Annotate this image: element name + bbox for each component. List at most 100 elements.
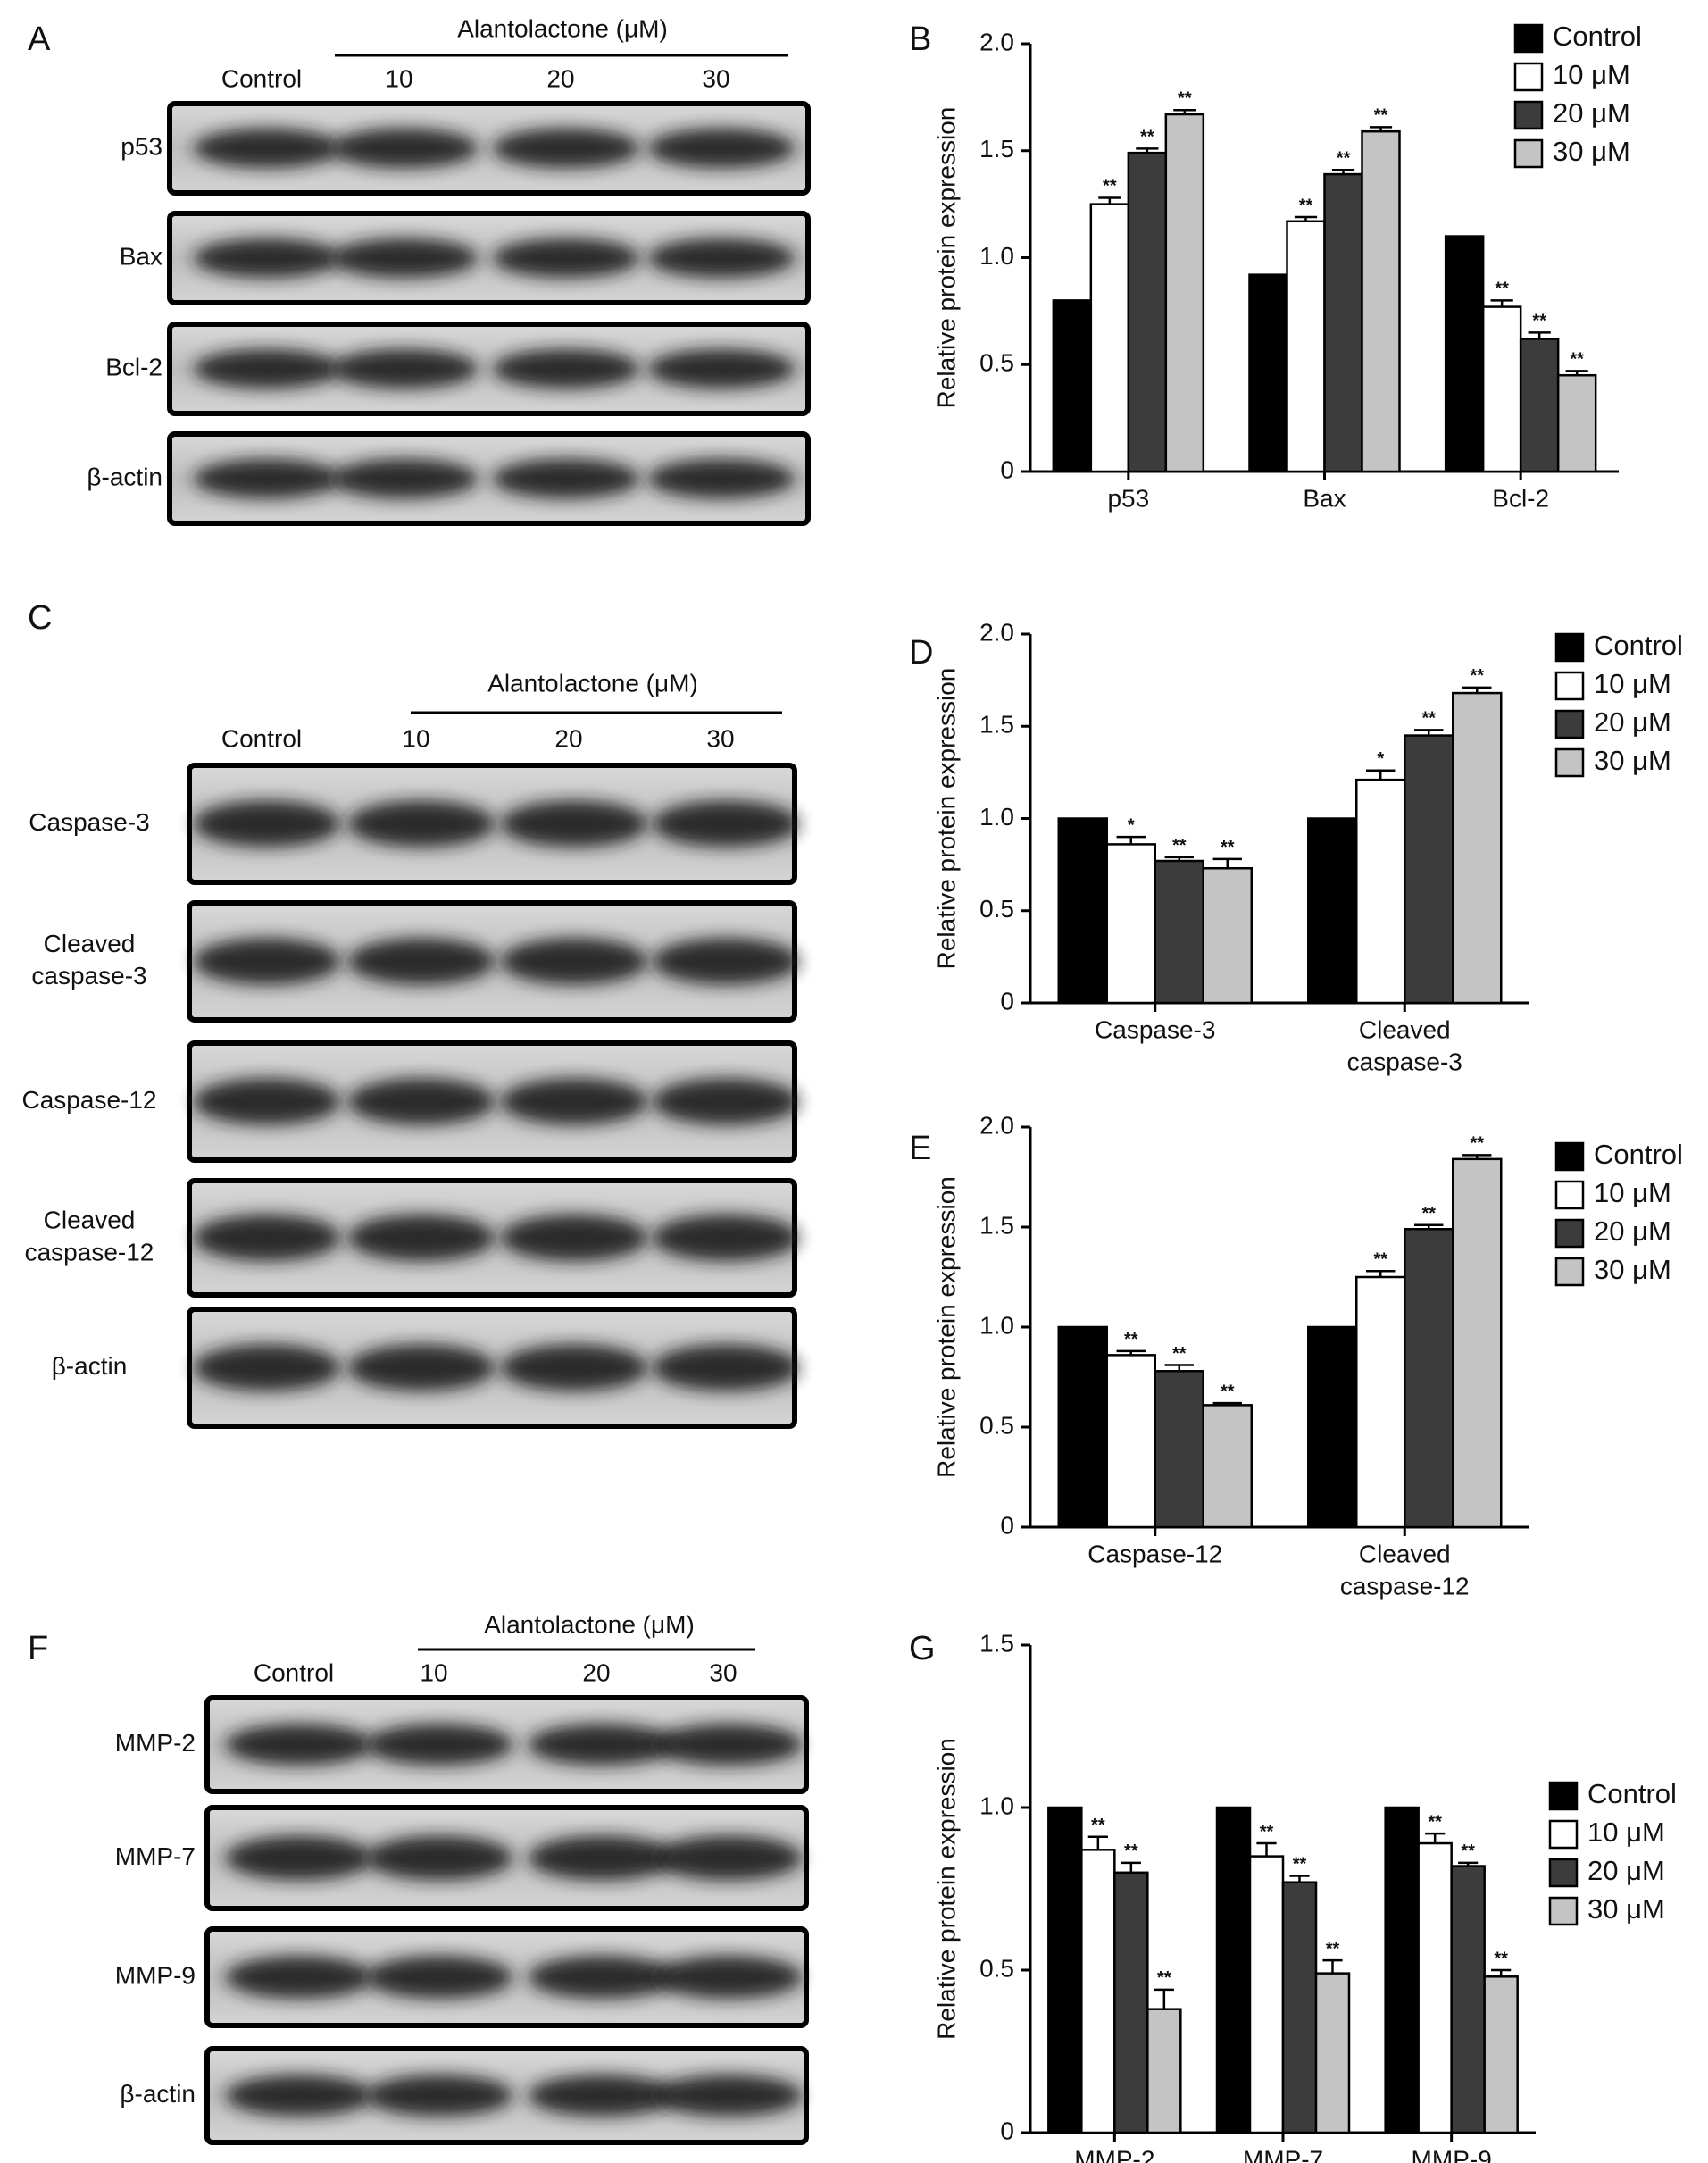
- bar: [1444, 235, 1485, 473]
- y-tick-label: 0.5: [979, 349, 1014, 377]
- legend-label: 20 μM: [1594, 706, 1671, 738]
- significance: **: [1374, 106, 1388, 126]
- blot-band: [194, 938, 340, 985]
- error-bar: [1414, 1223, 1444, 1230]
- blot-band: [226, 2075, 372, 2117]
- blot-band: [348, 938, 495, 985]
- legend-swatch: [1548, 1858, 1579, 1888]
- bar: [1248, 1855, 1285, 2134]
- legend-label: 10 μM: [1553, 59, 1630, 90]
- y-tick-label: 0: [1000, 1511, 1014, 1539]
- blot-band: [331, 129, 478, 168]
- error-bar: [1164, 856, 1194, 861]
- significance: **: [1461, 1841, 1475, 1861]
- legend-label: 30 μM: [1594, 1254, 1671, 1285]
- bar: [1127, 151, 1168, 473]
- legend-swatch: [1548, 1896, 1579, 1926]
- y-tick-label: 1.5: [979, 135, 1014, 163]
- blot-band: [529, 2075, 675, 2117]
- error-bar: [1212, 857, 1242, 869]
- error-bar: [1173, 108, 1196, 115]
- blot-band: [648, 459, 795, 498]
- bar: [1080, 1849, 1116, 2134]
- bar: [1089, 203, 1130, 473]
- blot-band: [529, 1724, 675, 1766]
- panel-letter: B: [909, 21, 931, 58]
- lane-label: 30: [706, 724, 734, 752]
- bar: [1323, 172, 1363, 473]
- panel-letter: C: [28, 599, 52, 637]
- blot-band: [348, 1215, 495, 1261]
- blot-band: [653, 800, 799, 848]
- blot-band: [648, 349, 795, 388]
- treatment-label: Alantolactone (μM): [487, 669, 698, 697]
- error-bar: [1121, 1861, 1141, 1873]
- blot-band: [194, 1215, 340, 1261]
- bar: [1404, 734, 1454, 1005]
- y-tick-label: 0.5: [979, 1411, 1014, 1439]
- bar: [1146, 2008, 1182, 2134]
- legend-swatch: [1548, 1781, 1579, 1811]
- bar: [1286, 220, 1326, 473]
- y-axis-label: Relative protein expression: [932, 1738, 960, 2040]
- blot-band: [493, 349, 639, 388]
- blot-membrane: [167, 322, 811, 416]
- lane-label: 30: [709, 1658, 737, 1686]
- blot-band: [226, 1835, 372, 1881]
- error-bar: [1322, 1958, 1343, 1974]
- legend-swatch: [1554, 632, 1585, 663]
- bar: [1450, 1865, 1486, 2134]
- significance: **: [1172, 836, 1187, 856]
- bar: [1361, 129, 1401, 473]
- error-bar: [1294, 215, 1318, 221]
- blot-band: [501, 938, 647, 985]
- significance: **: [1140, 128, 1154, 147]
- row-label: MMP-7: [115, 1842, 196, 1870]
- legend-label: 30 μM: [1553, 136, 1630, 167]
- significance: **: [1495, 280, 1509, 299]
- row-label: p53: [121, 132, 162, 160]
- legend-label: 30 μM: [1594, 745, 1671, 776]
- blot-band: [648, 129, 795, 168]
- x-tick-label: Caspase-12: [1087, 1540, 1222, 1567]
- error-bar: [1366, 1270, 1396, 1277]
- blot-band: [348, 1078, 495, 1125]
- y-axis-label: Relative protein expression: [932, 668, 960, 970]
- x-tick-label: MMP-9: [1412, 2145, 1492, 2163]
- blot-band: [331, 238, 478, 278]
- significance: **: [1428, 1812, 1442, 1832]
- error-bar: [1212, 1401, 1242, 1406]
- legend-swatch: [1554, 1180, 1585, 1210]
- bar: [1404, 1227, 1454, 1529]
- bar: [1105, 1354, 1156, 1529]
- error-bar: [1164, 1364, 1194, 1372]
- blot-band: [194, 129, 340, 168]
- lane-label: Control: [254, 1658, 334, 1686]
- panel-letter: F: [28, 1630, 48, 1667]
- legend-label: Control: [1553, 21, 1642, 52]
- error-bar: [1116, 1349, 1146, 1356]
- significance: **: [1373, 1250, 1387, 1270]
- error-bar: [1462, 1154, 1492, 1159]
- blot-band: [194, 238, 340, 278]
- blot-band: [194, 459, 340, 498]
- bar: [1105, 843, 1156, 1005]
- y-tick-label: 1.0: [979, 803, 1014, 831]
- bar: [1314, 1972, 1351, 2134]
- legend-swatch: [1513, 100, 1544, 130]
- y-tick-label: 0: [1000, 987, 1014, 1015]
- blot-band: [226, 1724, 372, 1766]
- error-bar: [1116, 835, 1146, 845]
- blot-band: [501, 800, 647, 848]
- legend-label: Control: [1594, 1139, 1683, 1170]
- error-bar: [1087, 1835, 1108, 1850]
- significance: **: [1570, 350, 1584, 370]
- x-tick-label: MMP-2: [1074, 2145, 1154, 2163]
- legend-swatch: [1554, 709, 1585, 739]
- legend-swatch: [1548, 1819, 1579, 1850]
- legend-swatch: [1513, 62, 1544, 92]
- lane-label: Control: [221, 724, 302, 752]
- blot-band: [653, 1215, 799, 1261]
